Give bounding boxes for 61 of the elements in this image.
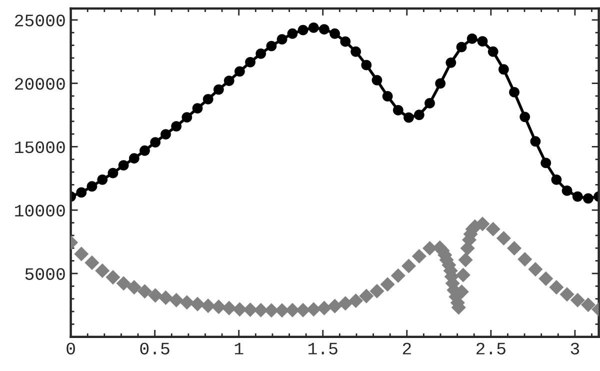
point <box>477 36 488 47</box>
point <box>224 76 234 86</box>
point <box>340 36 351 47</box>
y-tick-label: 10000 <box>15 204 65 217</box>
x-tick-label: 0 <box>66 342 75 354</box>
point <box>140 145 150 156</box>
point <box>414 110 424 120</box>
point <box>466 33 478 44</box>
point <box>171 121 182 132</box>
point <box>583 193 594 204</box>
point <box>245 56 256 68</box>
point <box>446 57 456 68</box>
point <box>562 185 572 196</box>
point <box>435 78 446 89</box>
point <box>97 174 108 185</box>
y-tick-label: 20000 <box>15 78 65 90</box>
point <box>572 191 583 202</box>
point <box>456 42 467 52</box>
point <box>287 28 298 39</box>
point <box>128 153 140 164</box>
point <box>382 91 393 102</box>
x-tick-label: 2.5 <box>476 342 506 354</box>
point <box>520 112 530 122</box>
point <box>308 22 319 33</box>
x-tick-label: 1.5 <box>308 342 338 354</box>
y-tick-label: 5000 <box>25 268 65 280</box>
y-tick-label: 25000 <box>15 14 65 26</box>
point <box>330 28 340 39</box>
point <box>372 74 382 86</box>
x-tick-label: 0.5 <box>140 342 170 354</box>
point <box>266 40 277 52</box>
point <box>160 129 171 140</box>
point <box>530 136 541 147</box>
point <box>361 60 372 70</box>
point <box>256 48 266 59</box>
point <box>551 174 562 185</box>
point <box>392 104 404 116</box>
point <box>234 66 245 77</box>
point <box>424 98 435 108</box>
point <box>150 137 161 148</box>
point <box>540 158 552 168</box>
point <box>276 34 288 45</box>
point <box>213 84 224 95</box>
x-tick-label: 2 <box>402 342 411 354</box>
point <box>76 187 87 198</box>
point <box>192 103 203 114</box>
x-tick-label: 3 <box>570 342 580 354</box>
point <box>488 46 498 57</box>
point <box>108 168 118 178</box>
point <box>509 86 520 98</box>
point <box>298 24 308 36</box>
point <box>86 181 98 192</box>
point <box>118 160 129 171</box>
point <box>404 112 414 123</box>
point <box>182 112 192 123</box>
y-tick-label: 15000 <box>15 141 65 154</box>
x-tick-label: 1 <box>234 342 244 354</box>
point <box>498 64 509 75</box>
point <box>350 46 362 57</box>
point <box>202 94 214 104</box>
point <box>319 24 330 35</box>
